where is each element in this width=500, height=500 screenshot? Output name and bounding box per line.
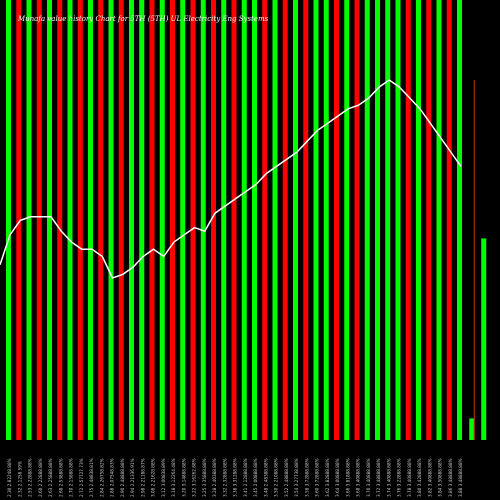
x-tick-label: 3.82 3.40888.88%	[427, 458, 432, 497]
bar-down	[231, 0, 237, 440]
bar-up	[129, 0, 134, 440]
x-tick-label: 2.84 2.26758.82%	[99, 458, 104, 497]
bar-up	[385, 0, 391, 440]
bar-up	[457, 0, 462, 440]
x-tick-label: 3.86 3.48888.88%	[448, 458, 453, 497]
bar-series	[6, 0, 462, 440]
x-tick-label: 3.76 3.22888.88%	[397, 458, 402, 497]
bar-down	[57, 0, 63, 440]
bar-down	[282, 0, 288, 440]
chart-title: Munafa value history Chart for 5TH (5TH)…	[18, 15, 269, 23]
x-tick-label: 2.63 2.25888.88%	[48, 458, 53, 497]
x-tick-label: 3.38 3.31288.88%	[233, 458, 238, 497]
bar-up	[159, 0, 165, 440]
bar-up	[139, 0, 145, 440]
x-tick-label: 3.84 3.50888.88%	[438, 458, 443, 497]
x-tick-label: 3.66 3.81888.88%	[345, 458, 350, 497]
bar-up	[88, 0, 93, 440]
bar-up	[26, 0, 32, 440]
bar-up	[375, 0, 380, 440]
bar-up	[323, 0, 329, 440]
bar-up	[272, 0, 278, 440]
x-tick-label: 3.52 2.48888.88%	[284, 458, 289, 497]
x-tick-label: 2.94 2.21336.91%	[130, 458, 135, 497]
x-tick-label: 2.68 2.53888.88%	[58, 458, 63, 497]
x-tick-label: 3.25 3.35888.88%	[202, 458, 207, 497]
x-tick-label: 3.22 3.16262.88%	[192, 458, 197, 497]
x-tick-label: 3.58 3.72888.88%	[304, 458, 309, 497]
bar-up	[313, 0, 319, 440]
x-tick-label: 3.50 2.21088.88%	[274, 458, 279, 497]
bar-up	[180, 0, 186, 440]
x-tick-label: 3.68 3.40888.88%	[356, 458, 361, 497]
x-tick-label: 3.74 3.40888.88%	[386, 458, 391, 497]
x-tick-label: 3.08 2.21628.88%	[151, 458, 156, 497]
bar-up	[108, 0, 114, 440]
bar-up	[364, 0, 370, 440]
x-tick-label: 2.30 2.82248.88%	[7, 458, 12, 497]
bar-down	[426, 0, 432, 440]
x-tick-label: 3.45 2.00888.88%	[253, 458, 258, 497]
x-tick-label: 3.28 2.40388.88%	[212, 458, 217, 497]
x-tick-label: 3.54 3.27738.88%	[294, 458, 299, 497]
bar-up	[200, 0, 206, 440]
bar-up	[241, 0, 247, 440]
x-tick-label: 3.72 3.48888.88%	[376, 458, 381, 497]
x-tick-label: 2.90 2.48888.88%	[120, 458, 125, 497]
x-tick-label: 3.12 3.00838.89%	[161, 458, 166, 497]
bar-up	[67, 0, 73, 440]
bar-down	[118, 0, 124, 440]
x-tick-label: 2.72 2.57727.73%	[79, 458, 84, 497]
bar-up	[6, 0, 11, 440]
x-tick-label: 3.18 3.12264.48%	[171, 458, 176, 497]
x-tick-label: 2.70 2.15888.88%	[69, 458, 74, 497]
bar-up	[221, 0, 227, 440]
bar-down	[354, 0, 360, 440]
x-tick-label: 2.75 2.48838.81%	[89, 458, 94, 497]
x-tick-label: 3.80 3.42888.88%	[417, 458, 422, 497]
bar-down	[36, 0, 42, 440]
bar-down	[77, 0, 83, 440]
x-tick-label: 2.60 2.22888.88%	[38, 458, 43, 497]
bar-up	[252, 0, 257, 440]
x-tick-label: 3.60 3.72888.88%	[315, 458, 320, 497]
bar-up	[293, 0, 298, 440]
x-tick-label: 2.53 2.22888.88%	[28, 458, 33, 497]
bar-down	[149, 0, 155, 440]
x-tick-label: 3.48 2.48388.88%	[263, 458, 268, 497]
x-tick-label: 2.88 2.07548.83%	[110, 458, 115, 497]
bar-up	[47, 0, 52, 440]
x-tick-label: 3.70 3.40888.88%	[366, 458, 371, 497]
volume-bar	[481, 238, 487, 440]
bar-up	[436, 0, 442, 440]
bar-down	[170, 0, 175, 440]
x-tick-label: 3.78 3.40888.88%	[407, 458, 412, 497]
bar-down	[303, 0, 309, 440]
bar-down	[334, 0, 339, 440]
x-tick-label: 3.20 3.14888.88%	[181, 458, 186, 497]
x-tick-label: 2.32 2.1258.59%	[17, 461, 22, 497]
bar-down	[190, 0, 196, 440]
bar-down	[98, 0, 104, 440]
x-tick-label: 3.32 2.32888.88%	[222, 458, 227, 497]
bar-up	[416, 0, 421, 440]
bar-down	[211, 0, 216, 440]
x-tick-label: 3.88 3.48888.88%	[458, 458, 463, 497]
x-tick-label: 3.62 3.82888.88%	[325, 458, 330, 497]
bar-down	[446, 0, 452, 440]
x-tick-label: 2.98 2.21188.87%	[140, 458, 145, 497]
bar-down	[262, 0, 268, 440]
volume-series	[469, 80, 487, 440]
bar-up	[344, 0, 350, 440]
x-tick-label: 3.64 3.00888.88%	[335, 458, 340, 497]
line-series	[0, 79, 462, 279]
x-tick-labels: 2.30 2.82248.88% 2.32 2.1258.59% 2.53 2.22…	[7, 458, 463, 497]
x-tick-label: 3.41 2.12888.88%	[243, 458, 248, 497]
bar-down	[405, 0, 411, 440]
bar-down	[16, 0, 22, 440]
bar-up	[395, 0, 401, 440]
volume-bar	[469, 418, 475, 440]
